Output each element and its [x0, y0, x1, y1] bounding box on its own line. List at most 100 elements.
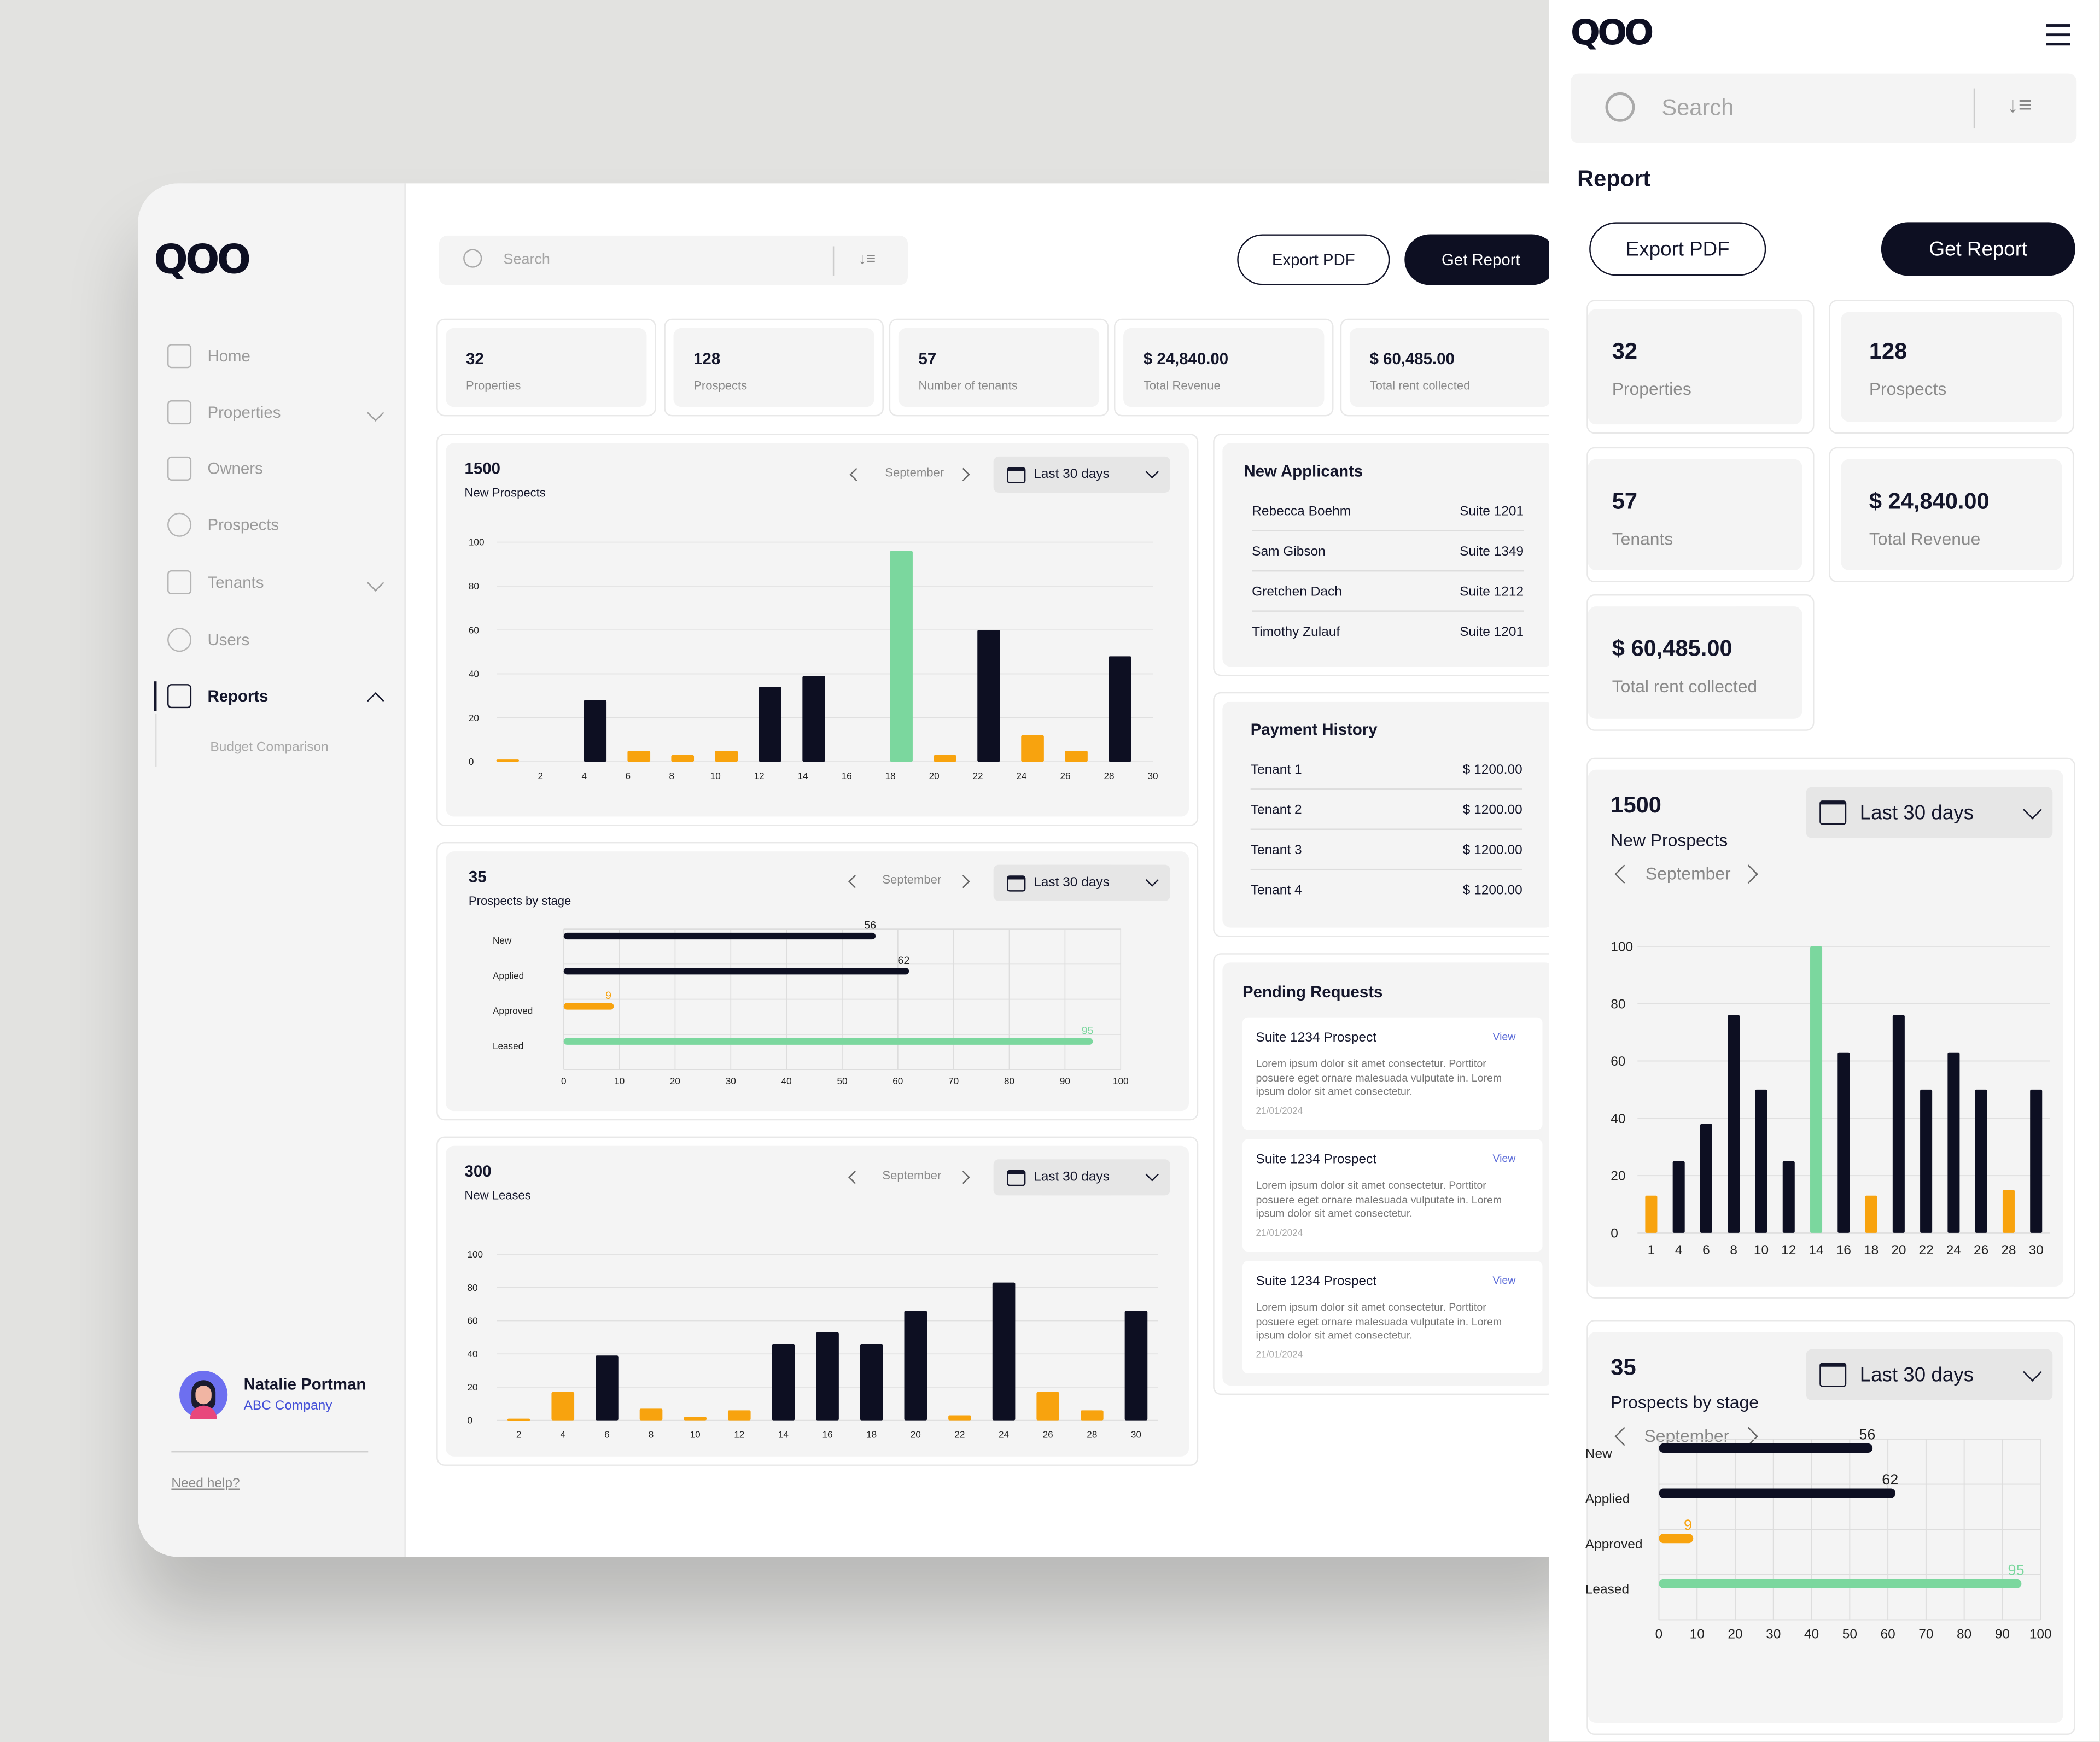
y-tick-label: 60 — [469, 624, 479, 635]
range-select[interactable]: Last 30 days — [993, 864, 1170, 901]
range-label: Last 30 days — [1034, 467, 1110, 482]
sort-icon[interactable]: ↓≡ — [858, 249, 876, 268]
view-link[interactable]: View — [1492, 1031, 1516, 1043]
export-pdf-button[interactable]: Export PDF — [1237, 234, 1390, 285]
sidebar-item-prospects[interactable]: Prospects — [167, 512, 382, 537]
range-select[interactable]: Last 30 days — [1806, 1349, 2053, 1400]
list-item[interactable]: Gretchen Dach Suite 1212 — [1252, 585, 1524, 612]
list-item[interactable]: Sam Gibson Suite 1349 — [1252, 545, 1524, 572]
x-tick-label: 12 — [754, 770, 765, 781]
x-tick-label: 10 — [614, 1075, 625, 1086]
bar — [1659, 1443, 1873, 1453]
bar — [1810, 946, 1823, 1233]
range-select[interactable]: Last 30 days — [993, 1159, 1170, 1196]
calendar-icon — [1819, 800, 1847, 825]
request-date: 21/01/2024 — [1256, 1107, 1303, 1116]
list-item[interactable]: Tenant 3 $ 1200.00 — [1250, 843, 1522, 870]
home-icon — [167, 344, 192, 369]
stat-value: 128 — [1869, 338, 1908, 364]
x-tick-label: 1 — [1648, 1243, 1655, 1258]
x-tick-label: 4 — [1675, 1243, 1683, 1258]
bar — [684, 1417, 707, 1421]
sidebar-item-label: Owners — [207, 459, 263, 478]
x-tick-label: 12 — [734, 1429, 744, 1440]
x-tick-label: 26 — [1043, 1429, 1053, 1440]
stat-label: Tenants — [1612, 529, 1673, 549]
avatar[interactable] — [179, 1371, 228, 1419]
request-card[interactable]: Suite 1234 Prospect View Lorem ipsum dol… — [1242, 1139, 1543, 1252]
sort-icon[interactable]: ↓≡ — [2007, 92, 2032, 118]
x-tick-label: 8 — [669, 770, 674, 781]
range-select[interactable]: Last 30 days — [993, 456, 1170, 493]
list-item[interactable]: Tenant 4 $ 1200.00 — [1250, 883, 1522, 898]
stat-value: $ 60,485.00 — [1612, 635, 1732, 662]
list-item[interactable]: Timothy Zulauf Suite 1201 — [1252, 625, 1524, 640]
x-tick-label: 14 — [778, 1429, 789, 1440]
stat-label: Prospects — [1869, 378, 1947, 399]
range-label: Last 30 days — [1034, 1170, 1110, 1185]
category-label: Applied — [493, 970, 524, 981]
menu-icon[interactable] — [2046, 24, 2070, 46]
y-tick-label: 20 — [1611, 1169, 1625, 1184]
x-tick-label: 20 — [1891, 1243, 1906, 1258]
building-icon — [167, 400, 192, 425]
list-item[interactable]: Rebecca Boehm Suite 1201 — [1252, 505, 1524, 531]
bar — [1865, 1195, 1877, 1233]
sidebar-item-tenants[interactable]: Tenants — [167, 570, 384, 595]
search-bar[interactable]: Search ↓≡ — [1570, 73, 2077, 143]
x-tick-label: 0 — [561, 1075, 567, 1086]
x-tick-label: 20 — [911, 1429, 921, 1440]
calendar-icon — [1007, 1169, 1026, 1185]
divider — [171, 1451, 369, 1453]
data-label: 95 — [2008, 1562, 2025, 1578]
sidebar-item-owners[interactable]: Owners — [167, 456, 382, 481]
sidebar-item-users[interactable]: Users — [167, 628, 382, 652]
sidebar-item-properties[interactable]: Properties — [167, 400, 384, 425]
x-tick-label: 26 — [1974, 1243, 1988, 1258]
range-select[interactable]: Last 30 days — [1806, 787, 2053, 838]
search-user-icon — [167, 512, 192, 537]
search-bar[interactable]: Search ↓≡ — [439, 235, 908, 285]
x-tick-label: 16 — [822, 1429, 833, 1440]
x-tick-label: 30 — [2029, 1243, 2044, 1258]
x-tick-label: 2 — [538, 770, 544, 781]
mobile-view: QOO Search ↓≡ Report Export PDF Get Repo… — [1549, 0, 2099, 1742]
request-card[interactable]: Suite 1234 Prospect View Lorem ipsum dol… — [1242, 1017, 1543, 1130]
get-report-button[interactable]: Get Report — [1404, 234, 1558, 285]
x-tick-label: 80 — [1957, 1627, 1971, 1642]
view-link[interactable]: View — [1492, 1274, 1516, 1287]
user-company: ABC Company — [243, 1399, 332, 1414]
get-report-button[interactable]: Get Report — [1881, 222, 2075, 276]
list-item[interactable]: Tenant 1 $ 1200.00 — [1250, 763, 1522, 790]
x-tick-label: 100 — [2029, 1627, 2052, 1642]
view-link[interactable]: View — [1492, 1152, 1516, 1165]
pending-requests-panel: Pending Requests Suite 1234 Prospect Vie… — [1213, 953, 1563, 1395]
help-link[interactable]: Need help? — [171, 1476, 240, 1492]
bar — [904, 1311, 928, 1421]
stat-card: 128 Prospects — [1829, 300, 2074, 434]
search-input[interactable]: Search — [503, 252, 550, 268]
request-title: Suite 1234 Prospect — [1256, 1152, 1377, 1167]
sidebar-subitem-budget-comparison[interactable]: Budget Comparison — [210, 740, 329, 755]
stat-label: Properties — [1612, 378, 1691, 399]
chart-value: 35 — [468, 867, 487, 886]
data-label: 56 — [864, 920, 876, 932]
panel-title: New Applicants — [1244, 461, 1363, 481]
report-icon — [167, 684, 192, 709]
sidebar-item-home[interactable]: Home — [167, 344, 382, 369]
export-pdf-button[interactable]: Export PDF — [1589, 222, 1766, 276]
list-item[interactable]: Tenant 2 $ 1200.00 — [1250, 803, 1522, 830]
stat-label: Total rent collected — [1369, 378, 1471, 393]
mobile-prospects-by-stage-panel: 35 Prospects by stage Last 30 days Septe… — [1585, 1320, 2075, 1735]
x-tick-label: 8 — [1730, 1243, 1737, 1258]
request-card[interactable]: Suite 1234 Prospect View Lorem ipsum dol… — [1242, 1261, 1543, 1373]
stat-card: 32 Properties — [1586, 300, 1815, 434]
sidebar-item-reports[interactable]: Reports — [167, 684, 384, 709]
stat-card: 32 Properties — [436, 318, 656, 417]
stat-value: $ 60,485.00 — [1369, 349, 1455, 369]
chevron-up-icon — [367, 691, 384, 709]
x-tick-label: 4 — [582, 770, 587, 781]
search-input[interactable]: Search — [1661, 95, 1734, 121]
bar — [1659, 1488, 1896, 1498]
